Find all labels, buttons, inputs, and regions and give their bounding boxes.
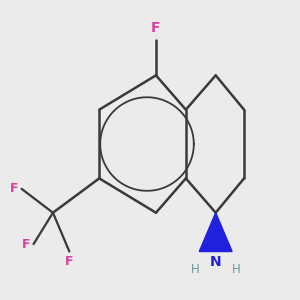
Text: H: H — [232, 263, 241, 277]
Text: F: F — [22, 238, 31, 250]
Polygon shape — [199, 213, 232, 251]
Text: N: N — [210, 255, 221, 269]
Text: H: H — [190, 263, 199, 277]
Text: F: F — [65, 254, 74, 268]
Text: F: F — [151, 21, 161, 35]
Text: F: F — [10, 182, 19, 195]
